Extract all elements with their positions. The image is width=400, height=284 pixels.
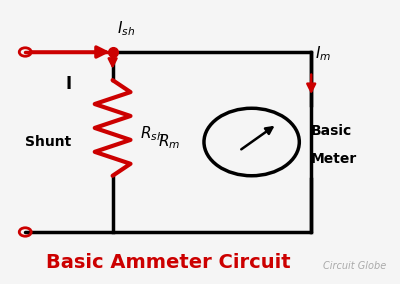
Text: $I_m$: $I_m$ (315, 45, 331, 63)
Text: Meter: Meter (311, 152, 358, 166)
Text: Basic: Basic (311, 124, 352, 138)
Text: Basic Ammeter Circuit: Basic Ammeter Circuit (46, 253, 290, 272)
Text: $I_{sh}$: $I_{sh}$ (116, 19, 135, 38)
Text: I: I (66, 74, 72, 93)
Text: $R_{sh}$: $R_{sh}$ (140, 124, 164, 143)
Text: Circuit Globe: Circuit Globe (324, 261, 387, 272)
Text: Shunt: Shunt (25, 135, 72, 149)
Text: $R_m$: $R_m$ (158, 133, 180, 151)
